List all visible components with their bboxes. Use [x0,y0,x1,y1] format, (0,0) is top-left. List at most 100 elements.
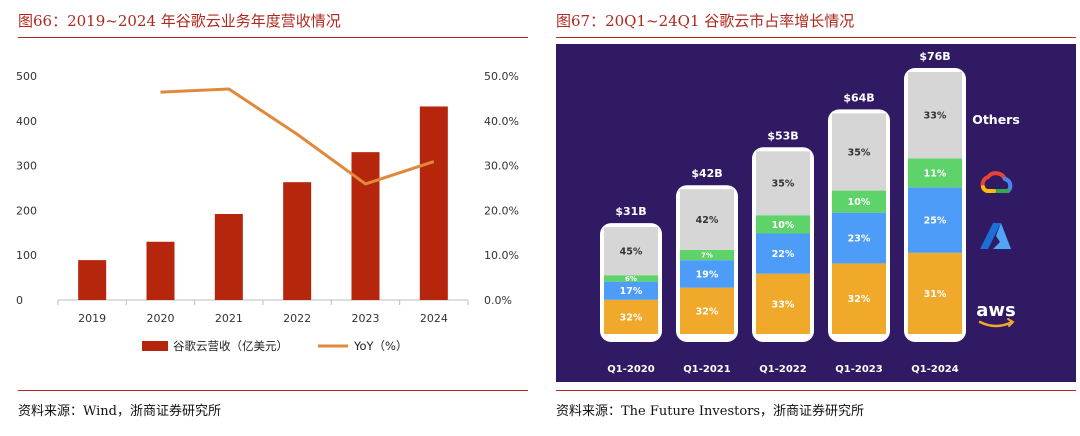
x-tick-label: Q1-2020 [607,364,654,375]
others-share-label: 42% [696,215,719,226]
google-segment [908,158,962,188]
google-share-label: 10% [848,197,871,208]
google-segment [832,190,886,213]
azure-segment [908,187,962,253]
azure-share-label: 22% [772,249,795,260]
right-y-tick-label: 50.0% [484,70,519,83]
right-y-tick-label: 20.0% [484,204,519,217]
left-figure: 图66：2019~2024 年谷歌云业务年度营收情况 0 100 200 300 400… [0,0,528,436]
aws-smile [978,320,1014,328]
revenue-bar [419,106,448,300]
aws-share-label: 32% [696,306,719,317]
others-share-label: 35% [848,147,871,158]
legend-label-revenue: 谷歌云营收（亿美元） [173,339,288,353]
left-y-tick-label: 0 [16,294,23,307]
total-label: $76B [919,50,950,63]
google-share-label: 6% [625,275,637,283]
x-tick-label: Q1-2021 [683,364,730,375]
others-segment [756,151,810,216]
left-title-rule [18,37,528,38]
right-y-tick-label: 0.0% [484,294,512,307]
google-cloud-yellow-stroke [981,185,996,193]
others-share-label: 33% [924,111,947,122]
left-y-tick-label: 400 [16,115,37,128]
azure-icon [980,223,1011,249]
others-segment [832,113,886,191]
google-share-label: 7% [701,252,713,260]
aws-segment [832,263,886,334]
aws-segment [908,252,962,334]
right-figure: 图67：20Q1~24Q1 谷歌云市占率增长情况 32% 17% 6% 45% $31B… [552,0,1080,436]
azure-segment [680,260,734,288]
google-segment [756,215,810,234]
x-tick-label: 2020 [147,312,175,325]
x-tick-label: 2021 [215,312,243,325]
right-figure-title: 图67：20Q1~24Q1 谷歌云市占率增长情况 [556,12,855,30]
others-share-label: 35% [772,179,795,190]
yoy-line [160,87,435,186]
google-segment [680,250,734,261]
aws-arrow [1007,318,1015,327]
google-share-label: 10% [772,220,795,231]
right-y-tick-label: 30.0% [484,160,519,173]
azure-segment [832,212,886,264]
aws-logo: aws [976,300,1016,328]
x-tick-label: 2019 [78,312,106,325]
aws-segment [680,287,734,334]
revenue-bar [283,182,312,300]
azure-right-stroke [993,223,1011,249]
left-y-tick-label: 100 [16,249,37,262]
google-cloud-icon [980,171,1013,193]
revenue-bar [351,152,380,300]
google-cloud-revenue-chart: 0 100 200 300 400 500 0.0% 10.0% 20.0% 30.0% 40.0%… [16,70,519,353]
x-tick-label: Q1-2024 [911,364,958,375]
total-label: $42B [691,167,722,180]
left-source-rule [18,390,528,391]
aws-share-label: 31% [924,289,947,300]
total-label: $64B [843,91,874,104]
x-tick-label: Q1-2023 [835,364,882,375]
google-segment [604,275,658,282]
x-tick-label: Q1-2022 [759,364,806,375]
total-label: $31B [615,205,646,218]
azure-segment [756,233,810,274]
right-title-rule [556,37,1076,38]
right-source: 资料来源：The Future Investors，浙商证券研究所 [556,404,865,419]
left-source: 资料来源：Wind，浙商证券研究所 [18,404,221,419]
azure-share-label: 17% [620,286,643,297]
azure-share-label: 23% [848,233,871,244]
revenue-bar [146,241,175,300]
aws-share-label: 32% [620,312,643,323]
azure-share-label: 25% [924,215,947,226]
aws-segment [756,273,810,334]
aws-share-label: 32% [848,294,871,305]
azure-segment [604,281,658,300]
total-label: $53B [767,129,798,142]
right-y-tick-label: 40.0% [484,115,519,128]
legend-swatch-revenue [142,341,168,351]
aws-text: aws [976,300,1016,321]
left-y-tick-label: 500 [16,70,37,83]
x-tick-label: 2024 [420,312,448,325]
others-segment [680,189,734,251]
right-source-rule [556,390,1076,391]
left-y-tick-label: 200 [16,204,37,217]
others-label: Others [972,112,1020,127]
others-share-label: 45% [620,247,643,258]
right-y-tick-label: 10.0% [484,249,519,262]
revenue-bar [78,260,107,300]
x-tick-label: 2023 [352,312,380,325]
left-figure-title: 图66：2019~2024 年谷歌云业务年度营收情况 [18,12,341,30]
left-y-tick-label: 300 [16,160,37,173]
google-share-label: 11% [924,168,947,179]
cloud-market-share-chart: 32% 17% 6% 45% $31B Q1-2020 32% 19% 7% 42% $42B Q1-… [556,44,1076,382]
aws-share-label: 33% [772,299,795,310]
others-segment [908,72,962,159]
aws-segment [604,299,658,334]
others-segment [604,227,658,276]
azure-left-stroke [980,223,1001,249]
azure-share-label: 19% [696,269,719,280]
x-tick-label: 2022 [283,312,311,325]
revenue-bar [214,213,243,300]
legend-label-yoy: YoY（%） [353,339,408,353]
